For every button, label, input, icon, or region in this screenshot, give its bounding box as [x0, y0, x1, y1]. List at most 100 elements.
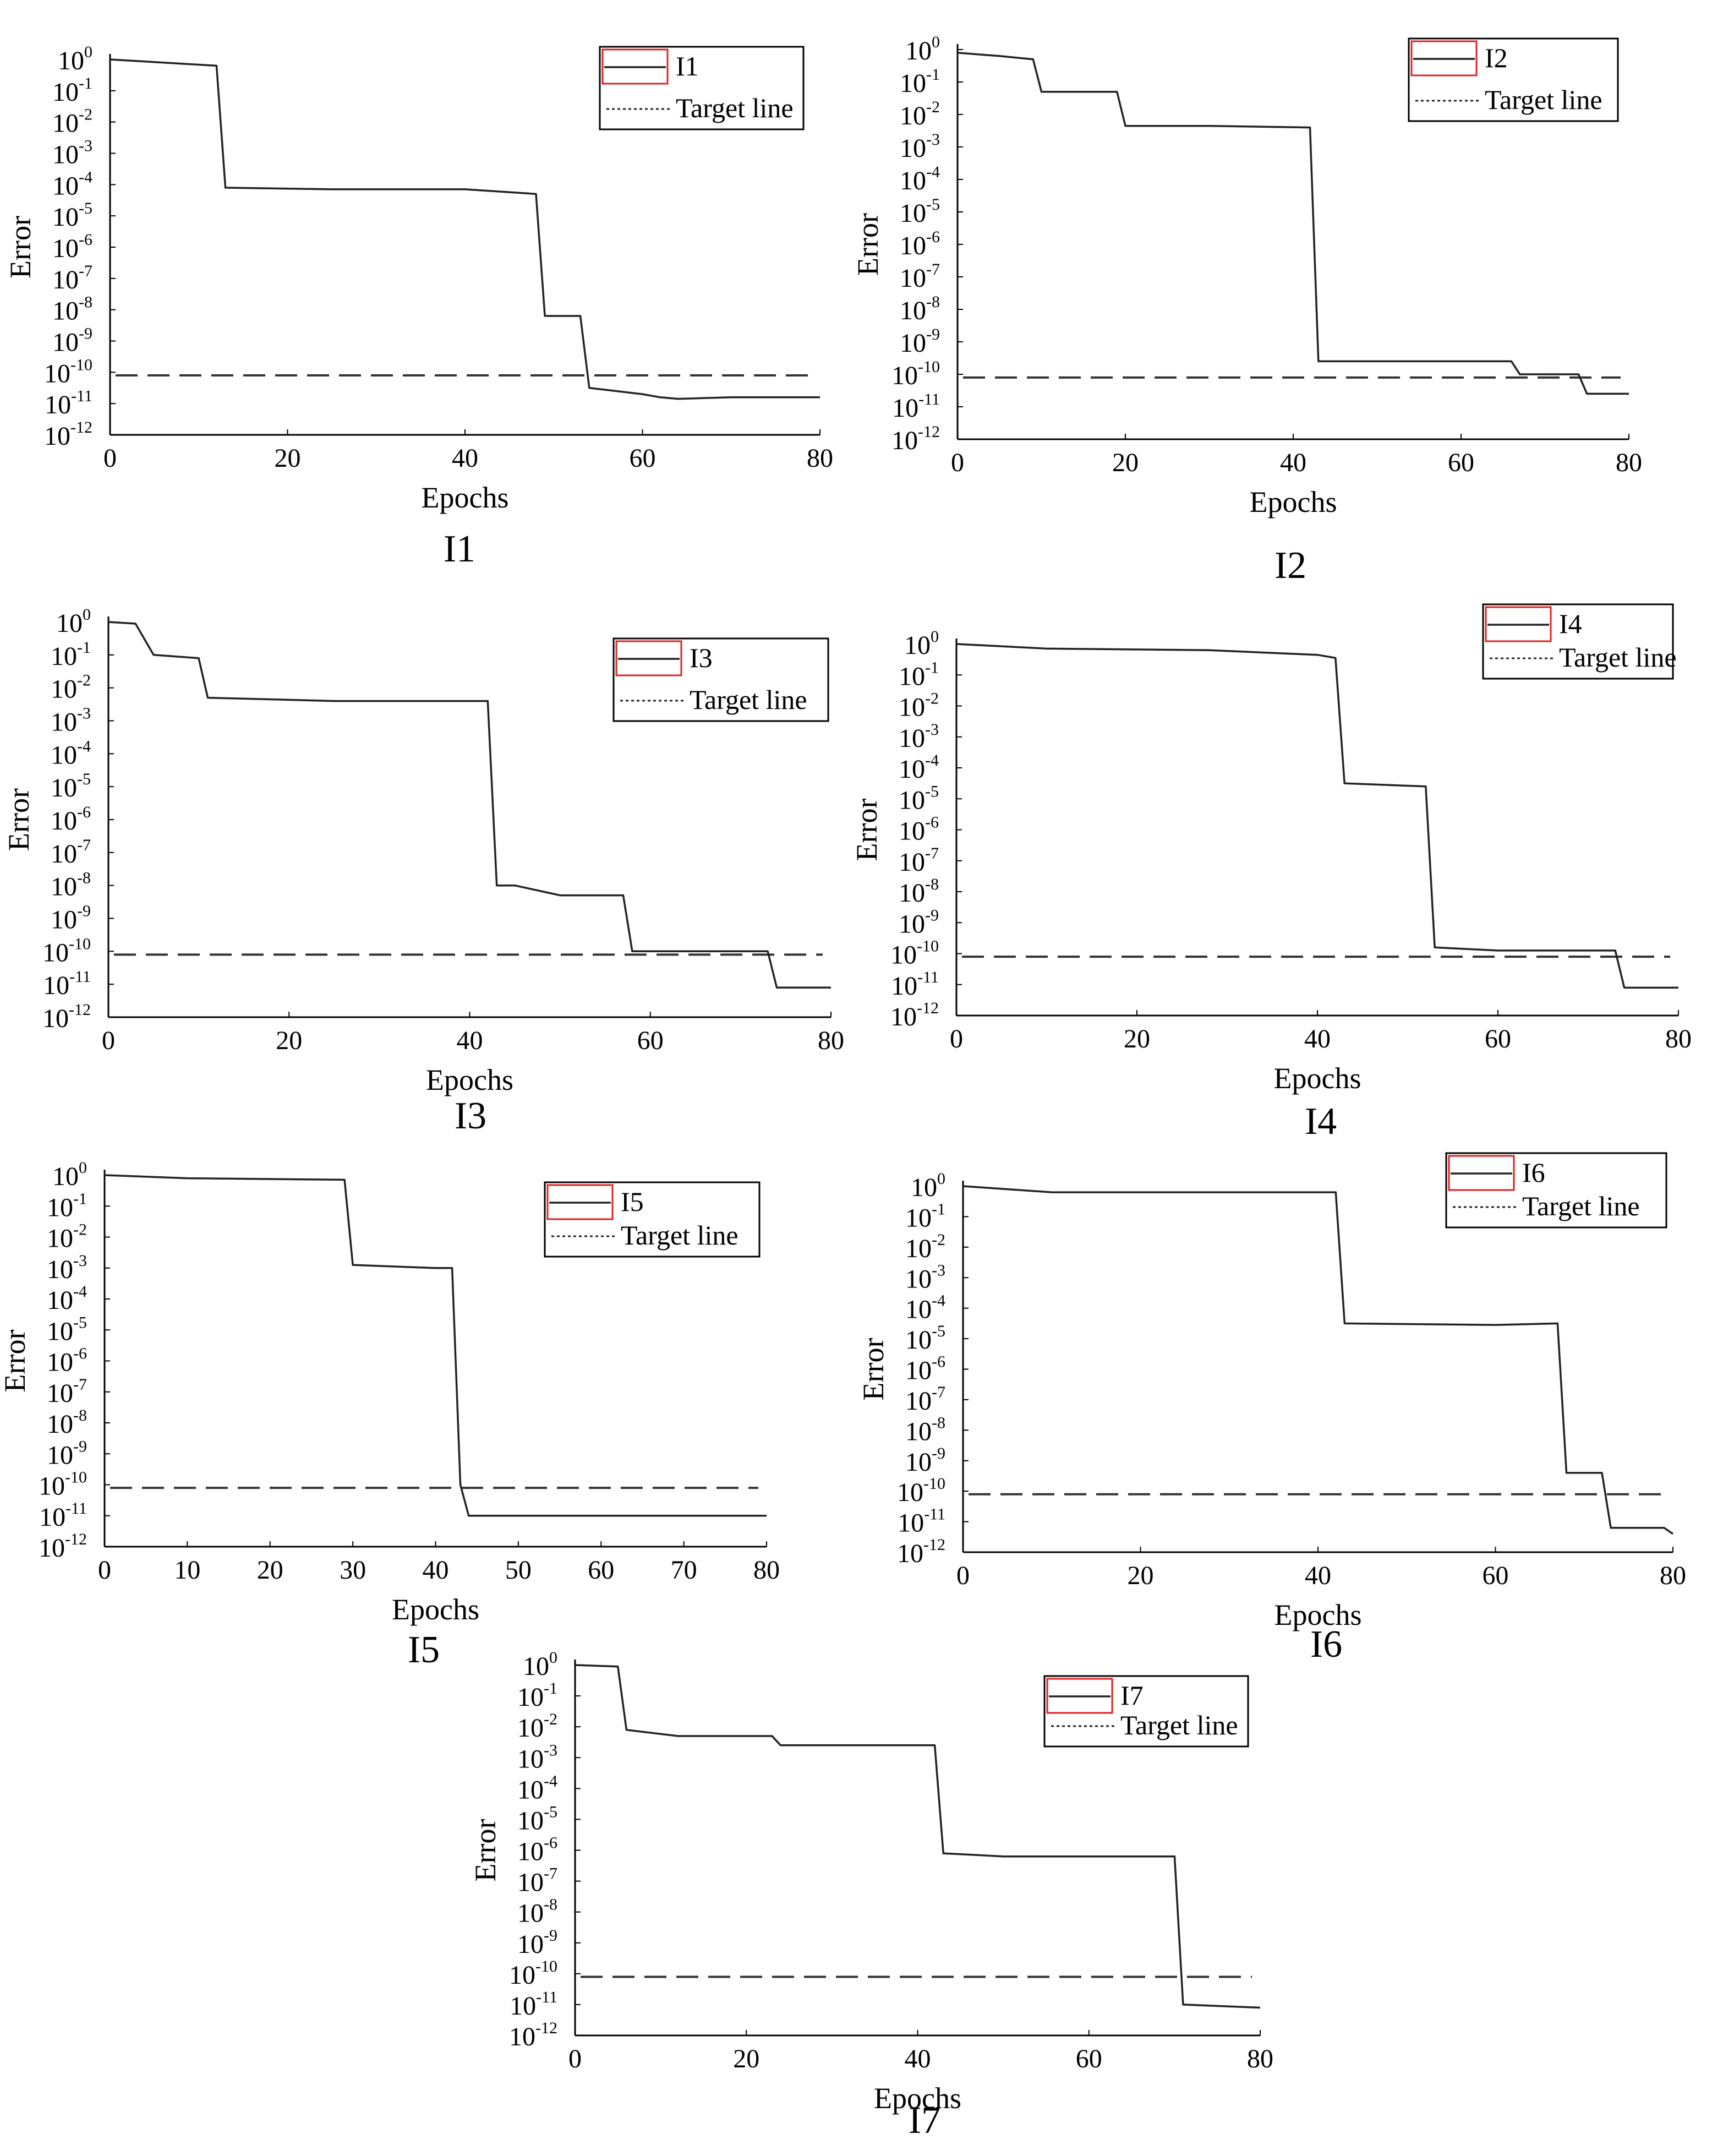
y-tick-label: 10-7 — [905, 1383, 945, 1416]
y-tick-label: 10-3 — [900, 130, 940, 163]
legend: I3 Target line — [612, 637, 829, 722]
legend-box — [599, 46, 805, 130]
y-axis-title: Error — [4, 216, 37, 279]
x-tick-label: 0 — [98, 1555, 111, 1585]
y-tick-label: 10-4 — [899, 751, 939, 784]
y-tick-label: 10-10 — [897, 1475, 945, 1507]
panel-caption: I3 — [455, 1095, 486, 1137]
x-axis-title: Epochs — [426, 1063, 513, 1096]
x-tick-label: 60 — [630, 444, 656, 473]
y-tick-label: 10-1 — [517, 1679, 557, 1712]
x-tick-label: 40 — [452, 444, 478, 473]
y-tick-label: 10-2 — [905, 1231, 945, 1263]
y-tick-label: 100 — [58, 43, 92, 75]
x-tick-label: 60 — [1483, 1561, 1509, 1590]
x-tick-label: 40 — [457, 1026, 483, 1055]
y-tick-label: 10-1 — [47, 1189, 87, 1222]
panel-i3: 10010-110-210-310-410-510-610-710-810-91… — [2, 605, 844, 1137]
legend-target-label: Target line — [1120, 1710, 1238, 1740]
panel-i5: 10010-110-210-310-410-510-610-710-810-91… — [0, 1159, 780, 1671]
legend-box — [612, 637, 829, 722]
x-tick-label: 80 — [807, 444, 833, 473]
y-tick-label: 100 — [905, 33, 940, 66]
y-tick-label: 10-11 — [898, 1505, 945, 1538]
x-tick-label: 40 — [1280, 448, 1306, 477]
y-tick-label: 10-12 — [509, 2019, 557, 2051]
y-axis-title: Error — [0, 1330, 31, 1393]
x-axis-title: Epochs — [1275, 1598, 1362, 1631]
x-axis-title: Epochs — [422, 481, 509, 514]
y-tick-label: 100 — [52, 1159, 87, 1191]
panel-caption: I4 — [1305, 1100, 1337, 1143]
legend-swatch-frame — [546, 1184, 614, 1220]
x-tick-label: 40 — [423, 1555, 449, 1585]
y-tick-label: 10-2 — [899, 690, 939, 722]
y-tick-label: 10-12 — [42, 1001, 91, 1033]
y-tick-label: 10-3 — [899, 721, 939, 753]
y-tick-label: 10-8 — [517, 1896, 557, 1928]
x-tick-label: 40 — [905, 2044, 931, 2073]
y-tick-label: 10-6 — [517, 1834, 557, 1866]
y-tick-label: 10-1 — [900, 66, 940, 98]
y-tick-label: 10-6 — [51, 803, 91, 836]
y-tick-label: 10-4 — [905, 1292, 945, 1324]
legend-box — [544, 1181, 761, 1258]
y-axis-title: Error — [851, 213, 884, 276]
x-tick-label: 20 — [276, 1026, 302, 1055]
x-tick-label: 20 — [257, 1555, 283, 1585]
x-tick-label: 10 — [174, 1555, 200, 1585]
y-tick-label: 10-5 — [900, 195, 940, 228]
x-tick-label: 0 — [951, 448, 964, 477]
y-tick-label: 10-6 — [905, 1353, 945, 1385]
y-tick-label: 10-7 — [899, 844, 939, 877]
y-tick-label: 10-10 — [39, 1469, 87, 1501]
y-tick-label: 10-11 — [39, 1499, 87, 1532]
x-tick-label: 50 — [505, 1555, 532, 1585]
panel-caption: I6 — [1310, 1623, 1342, 1666]
y-tick-label: 10-4 — [900, 163, 940, 195]
legend-series-label: I5 — [621, 1186, 644, 1217]
y-axis-title: Error — [857, 1338, 890, 1401]
series-line-i3 — [108, 621, 831, 989]
y-tick-label: 10-4 — [52, 168, 92, 200]
x-tick-label: 80 — [1616, 448, 1642, 477]
y-tick-label: 100 — [523, 1649, 557, 1681]
y-tick-label: 10-12 — [39, 1530, 87, 1563]
x-tick-label: 80 — [1665, 1024, 1692, 1054]
legend-series-label: I1 — [676, 51, 699, 81]
y-tick-label: 10-11 — [891, 968, 939, 1001]
panel-caption: I1 — [444, 528, 475, 570]
y-tick-label: 10-9 — [51, 902, 91, 935]
y-tick-label: 10-5 — [52, 199, 92, 232]
y-tick-label: 10-9 — [900, 325, 940, 358]
y-tick-label: 100 — [904, 627, 939, 660]
legend-target-label: Target line — [690, 684, 807, 715]
y-tick-label: 100 — [911, 1170, 945, 1202]
y-tick-label: 10-11 — [45, 387, 92, 419]
series-line-i5 — [104, 1174, 767, 1517]
legend: I1 Target line — [599, 46, 805, 130]
x-axis-title: Epochs — [1250, 485, 1337, 518]
legend-series-label: I2 — [1485, 42, 1508, 73]
y-tick-label: 10-8 — [899, 875, 939, 908]
y-tick-label: 10-8 — [905, 1413, 945, 1446]
y-tick-label: 10-2 — [52, 106, 92, 138]
x-tick-label: 0 — [103, 444, 117, 473]
x-tick-label: 20 — [733, 2044, 759, 2073]
y-tick-label: 10-7 — [52, 262, 92, 294]
y-axis-title: Error — [850, 799, 883, 861]
legend-swatch-frame — [615, 640, 682, 676]
panel-i4: 10010-110-210-310-410-510-610-710-810-91… — [850, 603, 1692, 1143]
y-tick-label: 10-6 — [52, 231, 92, 263]
y-tick-label: 10-10 — [509, 1957, 557, 1990]
x-tick-label: 40 — [1305, 1561, 1331, 1590]
y-tick-label: 10-8 — [51, 869, 91, 902]
y-tick-label: 10-2 — [47, 1221, 87, 1253]
y-tick-label: 10-3 — [517, 1741, 557, 1773]
x-tick-label: 20 — [1128, 1561, 1154, 1590]
y-axis-title: Error — [469, 1819, 502, 1882]
